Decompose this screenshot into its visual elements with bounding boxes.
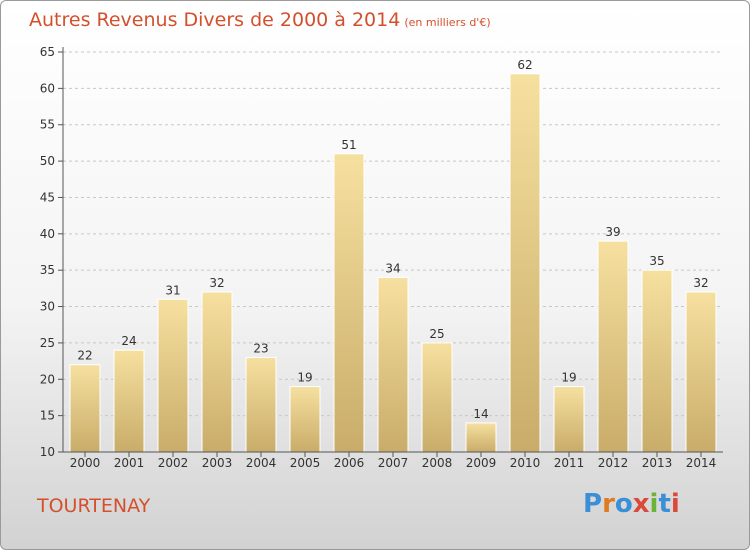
bar bbox=[245, 356, 277, 453]
bar bbox=[157, 298, 189, 453]
logo-letter: i bbox=[649, 489, 659, 519]
data-label: 23 bbox=[253, 341, 268, 355]
data-label: 39 bbox=[605, 225, 620, 239]
x-tick-label: 2014 bbox=[686, 456, 717, 470]
bar bbox=[465, 422, 497, 453]
x-tick-label: 2010 bbox=[510, 456, 541, 470]
x-tick-label: 2002 bbox=[158, 456, 189, 470]
y-tick-label: 55 bbox=[40, 118, 55, 132]
data-label: 19 bbox=[561, 371, 576, 385]
logo-letter: r bbox=[602, 489, 615, 519]
town-name: TOURTENAY bbox=[37, 495, 151, 517]
x-tick-label: 2000 bbox=[70, 456, 101, 470]
data-label: 14 bbox=[473, 407, 488, 421]
y-tick-label: 20 bbox=[40, 372, 55, 386]
y-tick-label: 15 bbox=[40, 409, 55, 423]
x-tick-label: 2011 bbox=[554, 456, 585, 470]
bar bbox=[377, 276, 409, 453]
data-label: 19 bbox=[297, 371, 312, 385]
y-tick-label: 65 bbox=[40, 45, 55, 59]
data-label: 24 bbox=[121, 334, 136, 348]
bar bbox=[641, 269, 673, 453]
bar bbox=[113, 349, 145, 453]
data-label: 34 bbox=[385, 261, 400, 275]
bar bbox=[201, 291, 233, 453]
y-tick-label: 45 bbox=[40, 190, 55, 204]
bar bbox=[69, 364, 101, 453]
x-tick-label: 2013 bbox=[642, 456, 673, 470]
x-tick-label: 2004 bbox=[246, 456, 277, 470]
proxiti-logo: Proxiti bbox=[583, 489, 680, 519]
y-tick-label: 50 bbox=[40, 154, 55, 168]
bar bbox=[597, 240, 629, 453]
x-tick-label: 2012 bbox=[598, 456, 629, 470]
logo-letter: o bbox=[614, 489, 633, 519]
logo-letter: x bbox=[632, 489, 650, 519]
x-tick-label: 2007 bbox=[378, 456, 409, 470]
bar bbox=[421, 342, 453, 453]
y-tick-label: 30 bbox=[40, 300, 55, 314]
x-tick-label: 2008 bbox=[422, 456, 453, 470]
bar bbox=[553, 386, 585, 453]
data-label: 51 bbox=[341, 138, 356, 152]
y-tick-label: 10 bbox=[40, 445, 55, 459]
x-tick-label: 2006 bbox=[334, 456, 365, 470]
bar bbox=[333, 153, 365, 453]
bar bbox=[509, 73, 541, 453]
data-label: 32 bbox=[693, 276, 708, 290]
x-tick-label: 2001 bbox=[114, 456, 145, 470]
data-label: 32 bbox=[209, 276, 224, 290]
x-tick-label: 2005 bbox=[290, 456, 321, 470]
x-tick-label: 2003 bbox=[202, 456, 233, 470]
x-tick-label: 2009 bbox=[466, 456, 497, 470]
data-label: 22 bbox=[77, 349, 92, 363]
data-label: 35 bbox=[649, 254, 664, 268]
y-tick-label: 35 bbox=[40, 263, 55, 277]
bar bbox=[685, 291, 717, 453]
data-label: 62 bbox=[517, 58, 532, 72]
data-label: 25 bbox=[429, 327, 444, 341]
bar bbox=[289, 386, 321, 453]
chart-title-text: Autres Revenus Divers de 2000 à 2014 bbox=[29, 9, 401, 31]
logo-letter: t bbox=[658, 489, 671, 519]
y-tick-label: 60 bbox=[40, 81, 55, 95]
chart-title: Autres Revenus Divers de 2000 à 2014 (en … bbox=[29, 9, 491, 31]
y-tick-label: 25 bbox=[40, 336, 55, 350]
logo-letter: i bbox=[670, 489, 680, 519]
logo-letter: P bbox=[583, 489, 603, 519]
y-tick-label: 40 bbox=[40, 227, 55, 241]
chart-unit: (en milliers d'€) bbox=[404, 16, 491, 29]
data-label: 31 bbox=[165, 283, 180, 297]
